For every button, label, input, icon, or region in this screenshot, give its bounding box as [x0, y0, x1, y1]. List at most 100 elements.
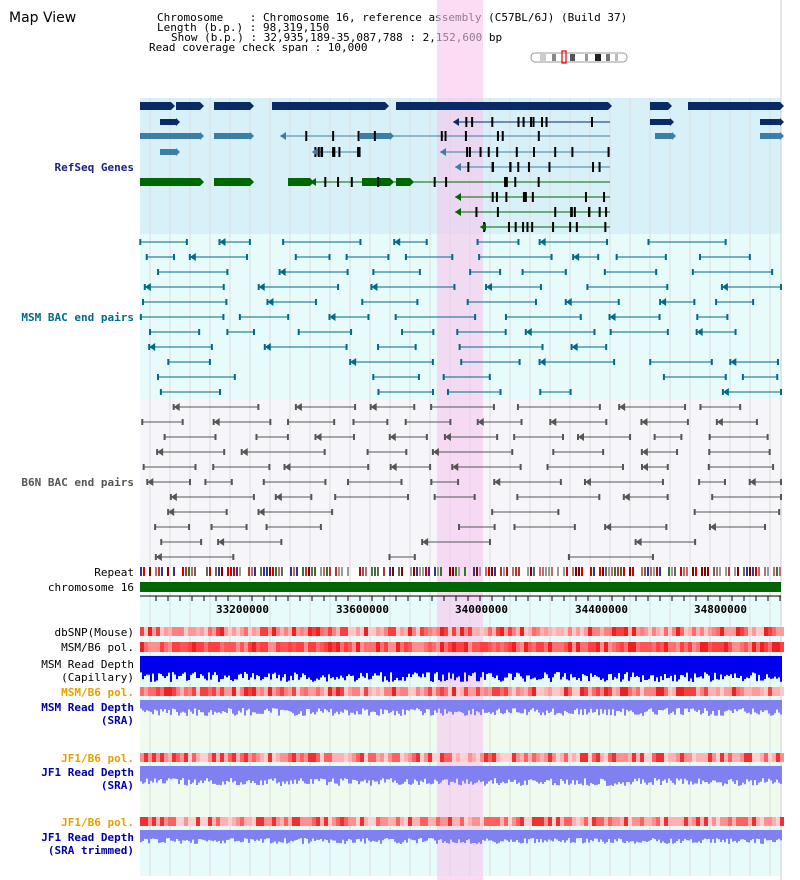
depth-bar: [432, 830, 434, 839]
heat-cell: [636, 627, 640, 636]
heat-cell: [260, 642, 264, 652]
depth-bar: [564, 830, 566, 843]
ideogram-band: [615, 54, 618, 61]
repeat-mark: [473, 567, 475, 576]
heat-cell: [412, 753, 416, 762]
gene-exon: [532, 147, 535, 157]
heat-cell: [232, 642, 236, 652]
bac-arrow: [258, 508, 265, 516]
depth-bar: [558, 656, 560, 673]
depth-bar: [402, 656, 404, 677]
heat-cell: [188, 627, 192, 636]
heat-cell: [780, 687, 784, 696]
heat-cell: [768, 642, 772, 652]
bac-end: [294, 254, 297, 260]
repeat-mark: [623, 567, 625, 576]
depth-bar: [596, 766, 598, 785]
depth-bar: [370, 700, 372, 713]
heat-cell: [648, 687, 652, 696]
heat-cell: [232, 753, 236, 762]
bac-end: [586, 284, 589, 290]
depth-bar: [184, 766, 186, 785]
gene-arrow: [780, 132, 784, 140]
depth-bar: [200, 766, 202, 781]
heat-cell: [716, 687, 720, 696]
depth-bar: [610, 700, 612, 716]
repeat-mark: [278, 567, 280, 576]
depth-bar: [310, 830, 312, 842]
depth-bar: [486, 766, 488, 784]
depth-bar: [458, 700, 460, 712]
gene-exon: [571, 147, 574, 157]
heat-cell: [772, 753, 776, 762]
depth-bar: [532, 830, 534, 839]
repeat-mark: [167, 567, 169, 576]
depth-bar: [224, 830, 226, 844]
depth-bar: [332, 656, 334, 678]
chromosome-bar: [140, 582, 781, 592]
depth-bar: [544, 766, 546, 782]
heat-cell: [144, 642, 148, 652]
depth-bar: [606, 700, 608, 716]
heat-cell: [720, 642, 724, 652]
gene-exon: [491, 117, 494, 127]
depth-bar: [190, 830, 192, 843]
gene-arrow: [200, 102, 204, 110]
heat-cell: [676, 687, 680, 696]
heat-cell: [248, 753, 252, 762]
heat-cell: [536, 687, 540, 696]
depth-bar: [716, 830, 718, 839]
heat-cell: [276, 627, 280, 636]
heat-cell: [640, 687, 644, 696]
heat-cell: [408, 627, 412, 636]
depth-bar: [506, 656, 508, 678]
depth-bar: [150, 656, 152, 682]
depth-bar: [350, 830, 352, 840]
heat-cell: [616, 642, 620, 652]
bac-end: [361, 299, 364, 305]
ideogram-band: [552, 54, 556, 61]
heat-cell: [424, 642, 428, 652]
heat-cell: [432, 627, 436, 636]
depth-bar: [450, 766, 452, 782]
bac-end: [453, 284, 456, 290]
bac-end: [157, 269, 160, 275]
depth-bar: [780, 656, 782, 682]
bac-end: [499, 269, 502, 275]
bac-end: [780, 389, 782, 395]
depth-bar: [208, 700, 210, 713]
depth-bar: [534, 830, 536, 844]
depth-bar: [776, 700, 778, 710]
depth-bar: [718, 830, 720, 840]
bac-end: [518, 359, 521, 365]
heat-cell: [480, 753, 484, 762]
depth-bar: [238, 766, 240, 786]
bac-end: [404, 419, 407, 425]
depth-bar: [502, 700, 504, 715]
heat-cell: [552, 627, 556, 636]
heat-cell: [272, 642, 276, 652]
heat-cell: [628, 687, 632, 696]
heat-cell: [280, 817, 284, 826]
heat-cell: [708, 817, 712, 826]
repeat-mark: [581, 567, 583, 576]
heat-cell: [688, 627, 692, 636]
gene-arrow: [250, 178, 254, 186]
heat-cell: [392, 687, 396, 696]
heat-cell: [208, 817, 212, 826]
depth-bar: [608, 830, 610, 840]
depth-bar: [248, 830, 250, 843]
heat-cell: [700, 753, 704, 762]
depth-bar: [228, 766, 230, 782]
depth-bar: [540, 700, 542, 716]
depth-bar: [244, 700, 246, 716]
repeat-mark: [269, 567, 271, 576]
heat-cell: [472, 817, 476, 826]
bac-end: [354, 404, 357, 410]
depth-bar: [368, 766, 370, 781]
heat-cell: [352, 687, 356, 696]
depth-bar: [260, 700, 262, 714]
depth-bar: [618, 766, 620, 783]
bac-end: [418, 269, 421, 275]
